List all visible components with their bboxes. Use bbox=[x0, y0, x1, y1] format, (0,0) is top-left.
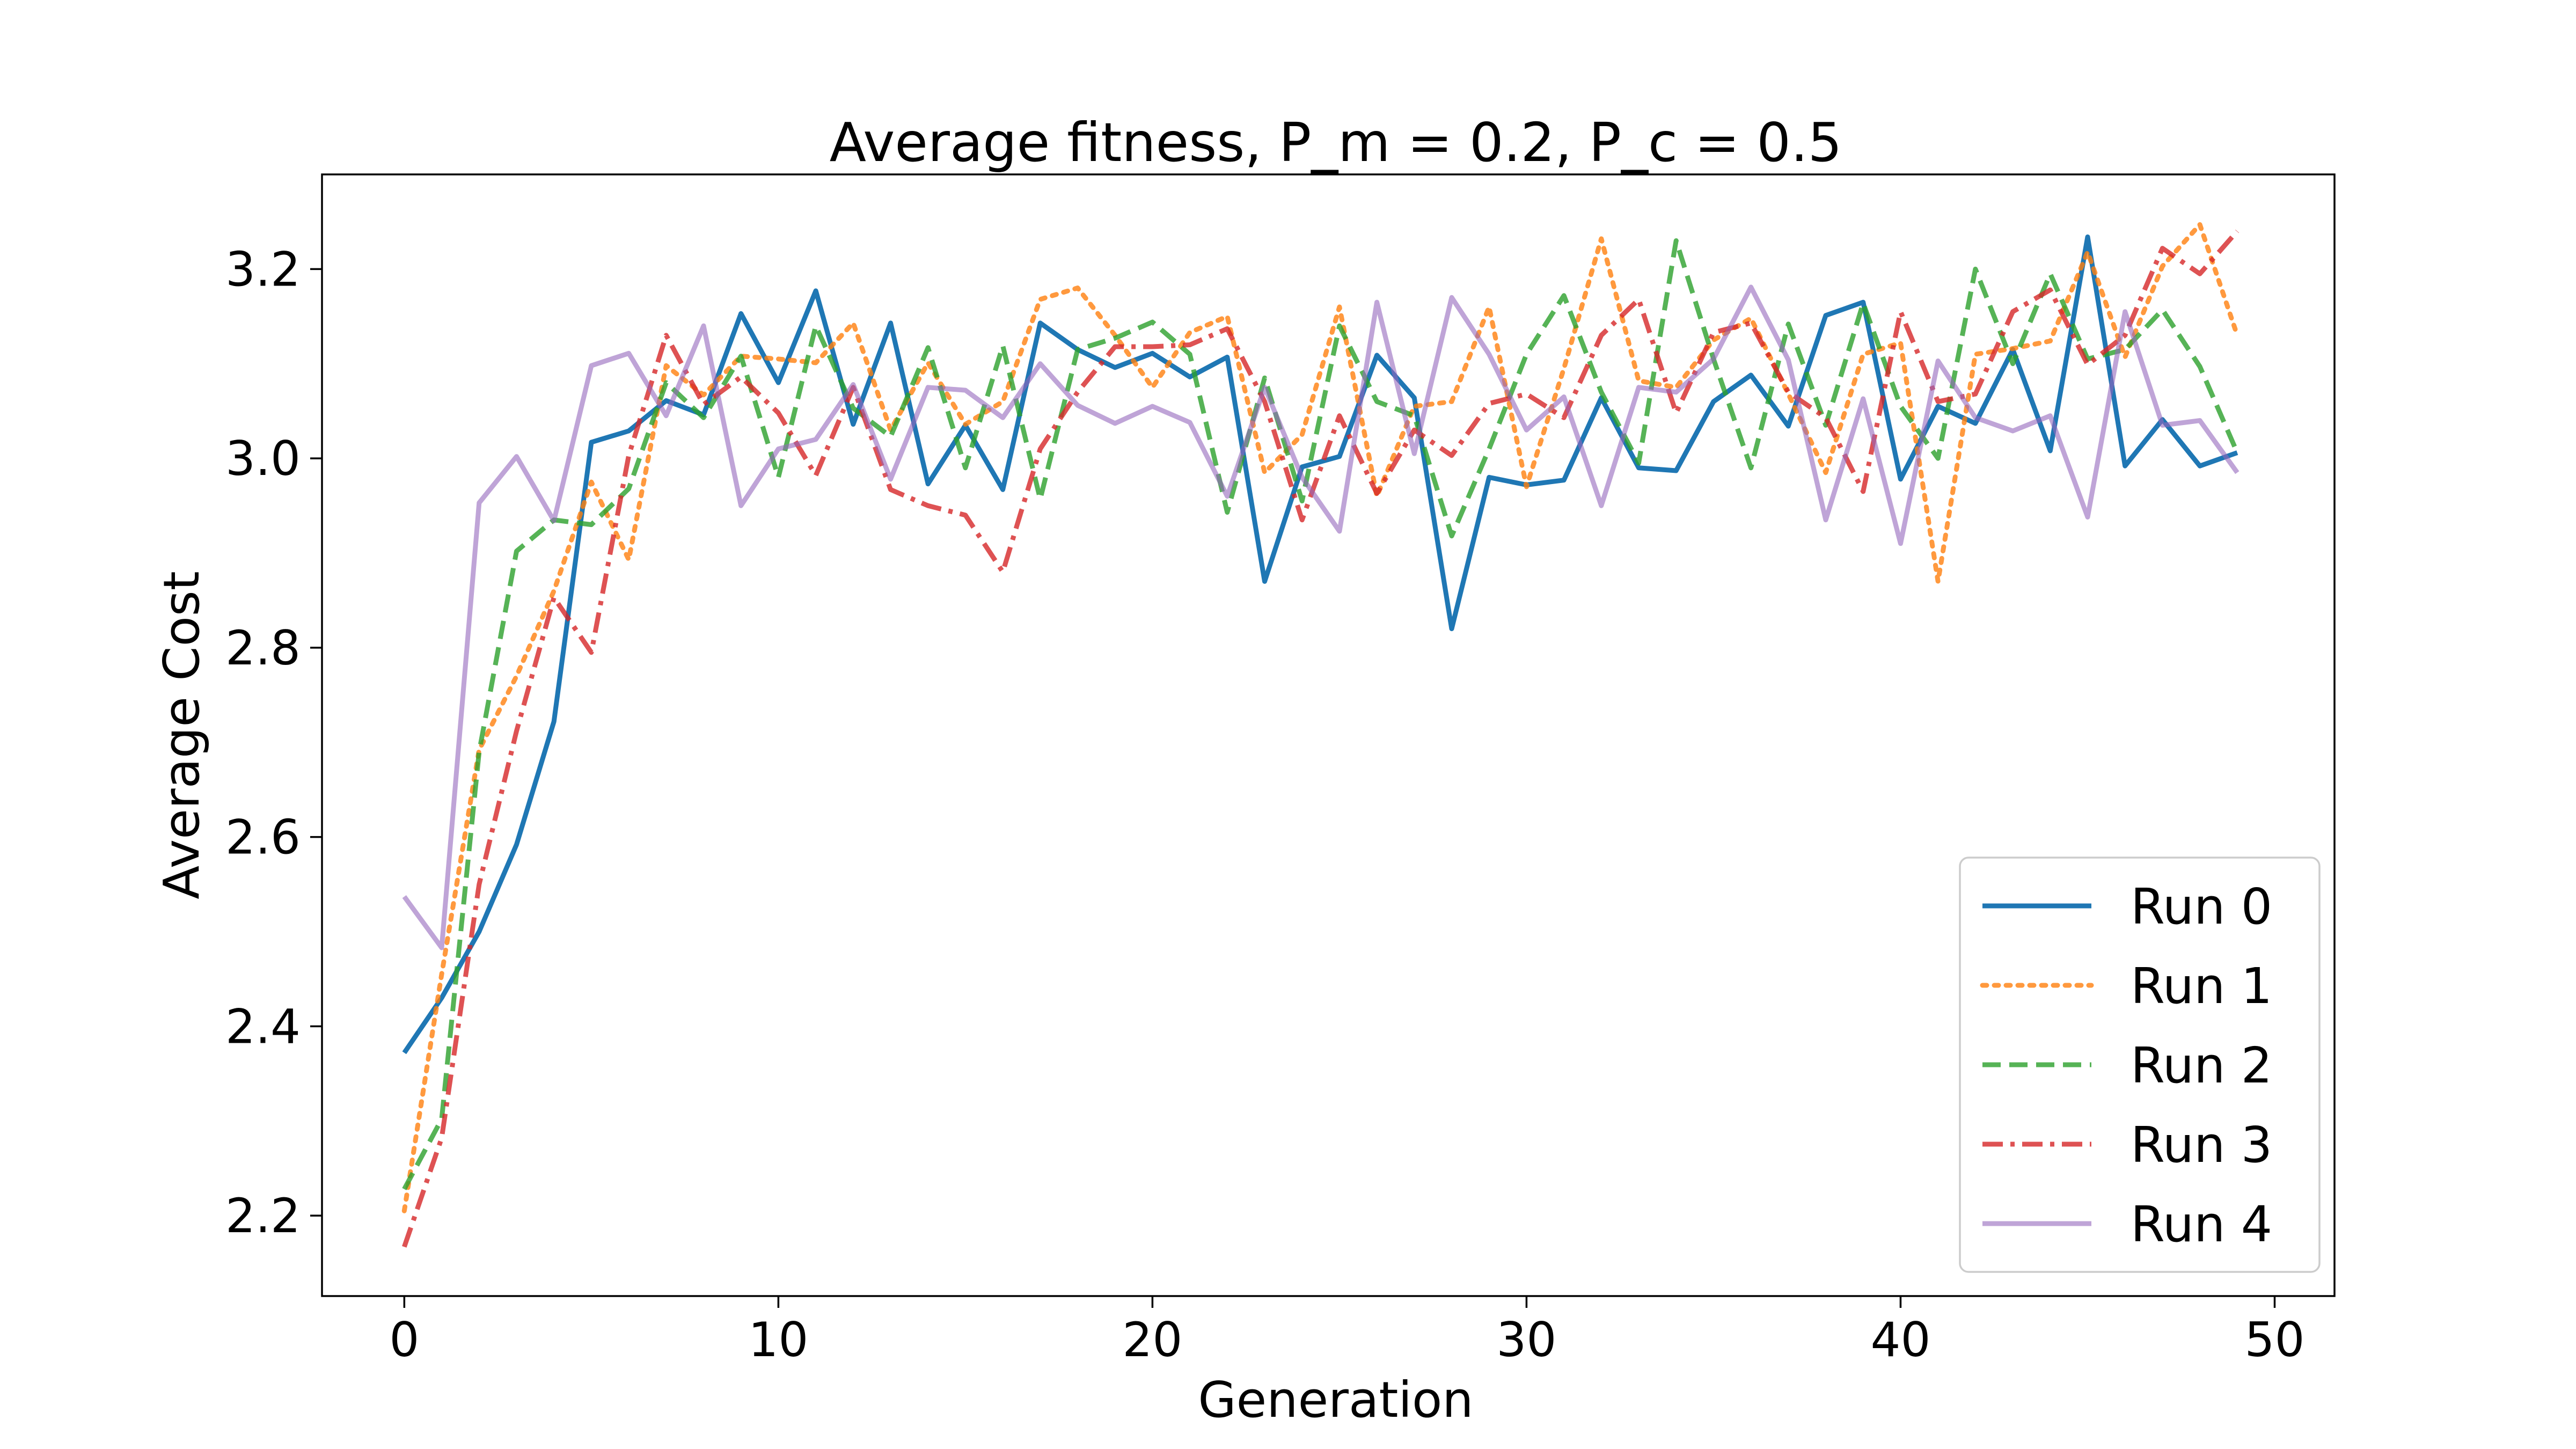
y-tick-label: 2.4 bbox=[225, 999, 301, 1054]
series-line-run-0 bbox=[402, 234, 2238, 1055]
y-tick-label: 2.6 bbox=[225, 810, 301, 865]
legend-box bbox=[1959, 857, 2321, 1273]
series-layer bbox=[401, 222, 2240, 1248]
y-tick-label: 3.0 bbox=[225, 431, 301, 486]
x-axis: 0 10 20 30 40 50 bbox=[389, 1296, 2304, 1367]
y-axis: 2.2 2.4 2.6 2.8 3.0 3.2 bbox=[225, 241, 322, 1243]
x-tick-label: 40 bbox=[1870, 1312, 1930, 1367]
legend-label: Run 3 bbox=[2131, 1116, 2272, 1174]
series-line-run-4 bbox=[402, 284, 2240, 950]
series-line-run-2 bbox=[402, 238, 2240, 1190]
y-tick-label: 3.2 bbox=[225, 241, 301, 297]
legend-label: Run 1 bbox=[2131, 957, 2272, 1015]
x-tick-label: 20 bbox=[1122, 1312, 1182, 1367]
series-line-run-1 bbox=[401, 222, 2240, 1213]
chart-title: Average fitness, P_m = 0.2, P_c = 0.5 bbox=[830, 111, 1842, 174]
y-tick-label: 2.8 bbox=[225, 620, 301, 676]
legend-label: Run 4 bbox=[2131, 1196, 2272, 1253]
legend-label: Run 2 bbox=[2131, 1037, 2272, 1094]
y-axis-label: Average Cost bbox=[153, 571, 210, 899]
plot-area-frame bbox=[321, 173, 2336, 1297]
x-tick-label: 0 bbox=[389, 1312, 419, 1367]
x-tick-label: 50 bbox=[2244, 1312, 2304, 1367]
x-axis-label: Generation bbox=[1198, 1371, 1473, 1429]
x-tick-label: 30 bbox=[1496, 1312, 1556, 1367]
legend: Run 0 Run 1 Run 2 Run 3 Run 4 bbox=[1959, 857, 2321, 1273]
y-tick-label: 2.2 bbox=[225, 1188, 301, 1243]
legend-label: Run 0 bbox=[2131, 878, 2272, 935]
x-tick-label: 10 bbox=[748, 1312, 808, 1367]
